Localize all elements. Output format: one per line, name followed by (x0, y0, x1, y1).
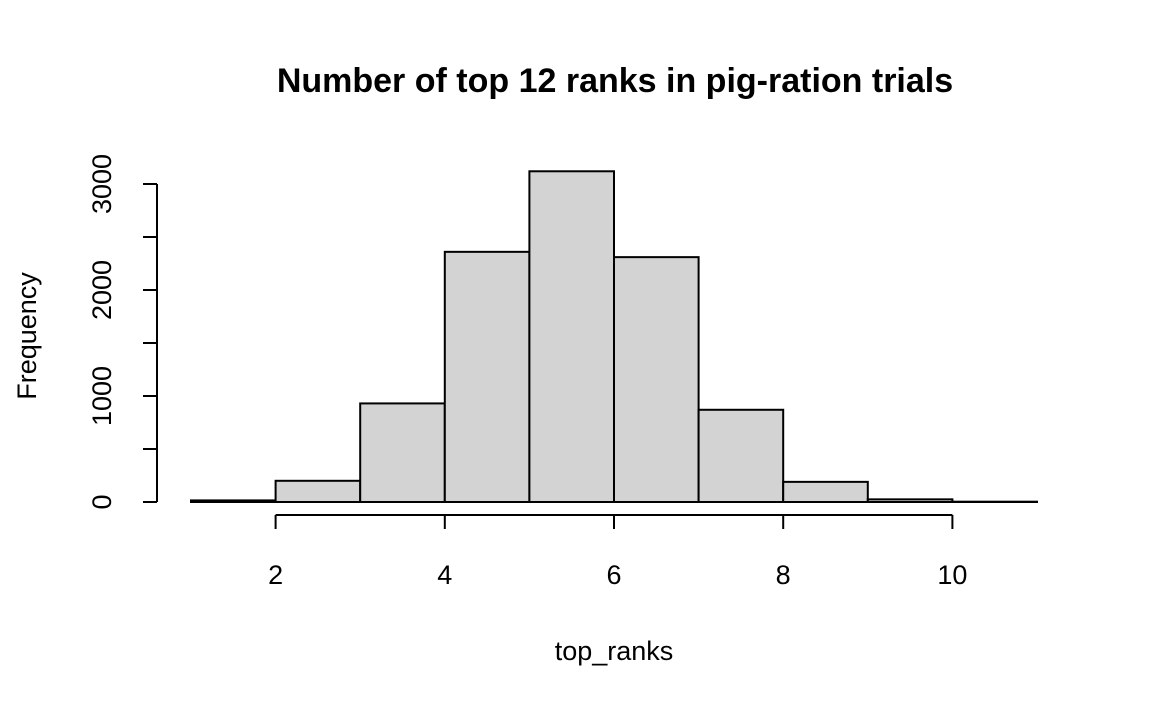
histogram-bar-8-9 (782, 480, 869, 503)
x-tick-label-6: 6 (606, 560, 621, 590)
x-tick-label-10: 10 (937, 560, 967, 590)
histogram-bar-4-5 (443, 250, 531, 503)
x-tick-label-8: 8 (776, 560, 791, 590)
histogram-bar-2-3 (274, 479, 362, 503)
histogram-bar-3-4 (359, 402, 446, 504)
histogram-bar-9-10 (866, 498, 954, 504)
histogram-bar-1-2 (190, 499, 277, 504)
histogram-bar-6-7 (613, 256, 700, 504)
y-tick-label-1000: 1000 (87, 366, 117, 426)
x-axis: 2 4 6 8 10 (268, 514, 967, 590)
histogram-bar-7-8 (697, 408, 785, 503)
y-tick-label-2000: 2000 (87, 260, 117, 320)
x-tick-label-2: 2 (268, 560, 283, 590)
y-axis: 0 1000 2000 3000 (87, 154, 158, 510)
y-axis-label: Frequency (12, 272, 42, 400)
x-axis-label: top_ranks (555, 636, 674, 666)
bars-group (190, 170, 1039, 504)
chart-title: Number of top 12 ranks in pig-ration tri… (277, 62, 953, 100)
y-tick-label-0: 0 (87, 494, 117, 509)
histogram-bar-5-6 (528, 170, 616, 503)
x-tick-label-4: 4 (437, 560, 452, 590)
y-tick-label-3000: 3000 (87, 154, 117, 214)
